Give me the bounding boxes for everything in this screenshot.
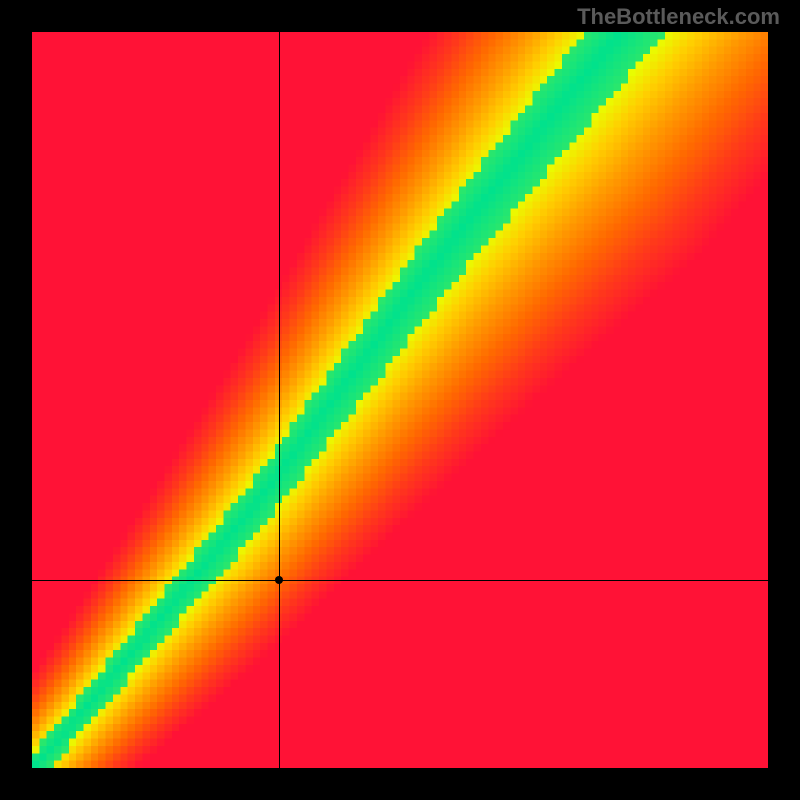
watermark-text: TheBottleneck.com [577, 4, 780, 30]
heatmap-canvas [32, 32, 768, 768]
figure-root: TheBottleneck.com [0, 0, 800, 800]
